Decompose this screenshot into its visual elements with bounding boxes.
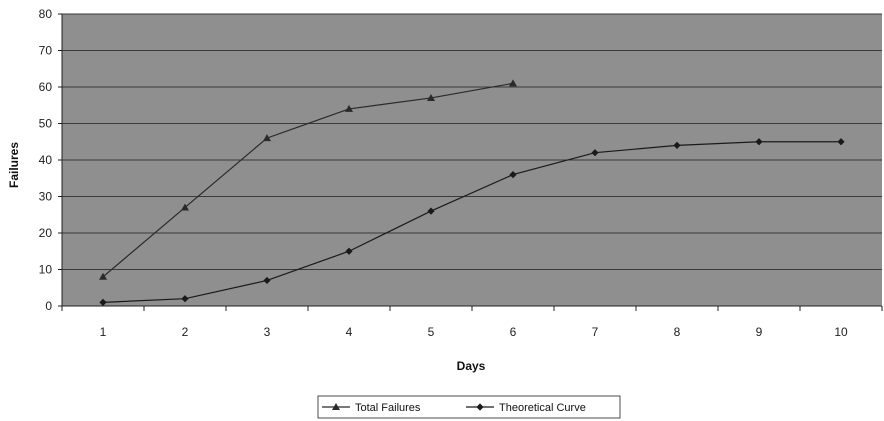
x-tick-label: 6 xyxy=(510,325,517,339)
y-tick-label: 70 xyxy=(39,44,53,58)
x-tick-label: 8 xyxy=(674,325,681,339)
series-layer xyxy=(99,79,845,306)
data-point xyxy=(181,295,189,303)
x-tick-label: 1 xyxy=(100,325,107,339)
series-line xyxy=(102,141,841,303)
y-tick-label: 50 xyxy=(39,117,53,131)
x-tick-label: 9 xyxy=(756,325,763,339)
data-point xyxy=(263,134,271,142)
y-tick-label: 30 xyxy=(39,190,53,204)
y-tick-label: 80 xyxy=(39,7,53,21)
x-tick-label: 2 xyxy=(182,325,189,339)
x-tick-label: 7 xyxy=(592,325,599,339)
legend-label: Total Failures xyxy=(355,402,421,414)
y-tick-labels: 0 10 20 30 40 50 60 70 80 xyxy=(39,7,53,313)
legend: Total Failures Theoretical Curve xyxy=(317,395,621,419)
x-tick-label: 10 xyxy=(834,325,848,339)
data-point xyxy=(509,79,517,87)
x-tick-label: 5 xyxy=(428,325,435,339)
y-tick-label: 0 xyxy=(45,299,52,313)
y-tick-label: 60 xyxy=(39,80,53,94)
y-tick-label: 40 xyxy=(39,153,53,167)
data-point xyxy=(837,138,845,146)
axes xyxy=(61,14,883,311)
data-point xyxy=(755,138,763,146)
y-tick-label: 10 xyxy=(39,263,53,277)
series-total-failures xyxy=(99,79,517,280)
series-line xyxy=(102,82,514,278)
data-point xyxy=(427,93,435,101)
legend-label: Theoretical Curve xyxy=(499,402,586,414)
x-tick-label: 3 xyxy=(264,325,271,339)
legend-marker xyxy=(476,403,484,411)
series-theoretical-curve xyxy=(99,138,845,306)
x-axis-title: Days xyxy=(457,359,486,373)
data-point xyxy=(509,171,517,179)
x-tick-labels: 1 2 3 4 5 6 7 8 9 10 xyxy=(100,325,848,339)
data-point xyxy=(99,272,107,280)
legend-marker xyxy=(332,403,340,410)
y-tick-label: 20 xyxy=(39,226,53,240)
data-point xyxy=(345,104,353,112)
data-point xyxy=(345,247,353,255)
y-axis-title: Failures xyxy=(7,142,21,188)
data-point xyxy=(181,203,189,211)
data-point xyxy=(427,207,435,215)
data-point xyxy=(263,276,271,285)
data-point xyxy=(99,298,107,306)
data-point xyxy=(673,141,681,149)
x-tick-label: 4 xyxy=(346,325,353,339)
data-point xyxy=(591,149,599,157)
